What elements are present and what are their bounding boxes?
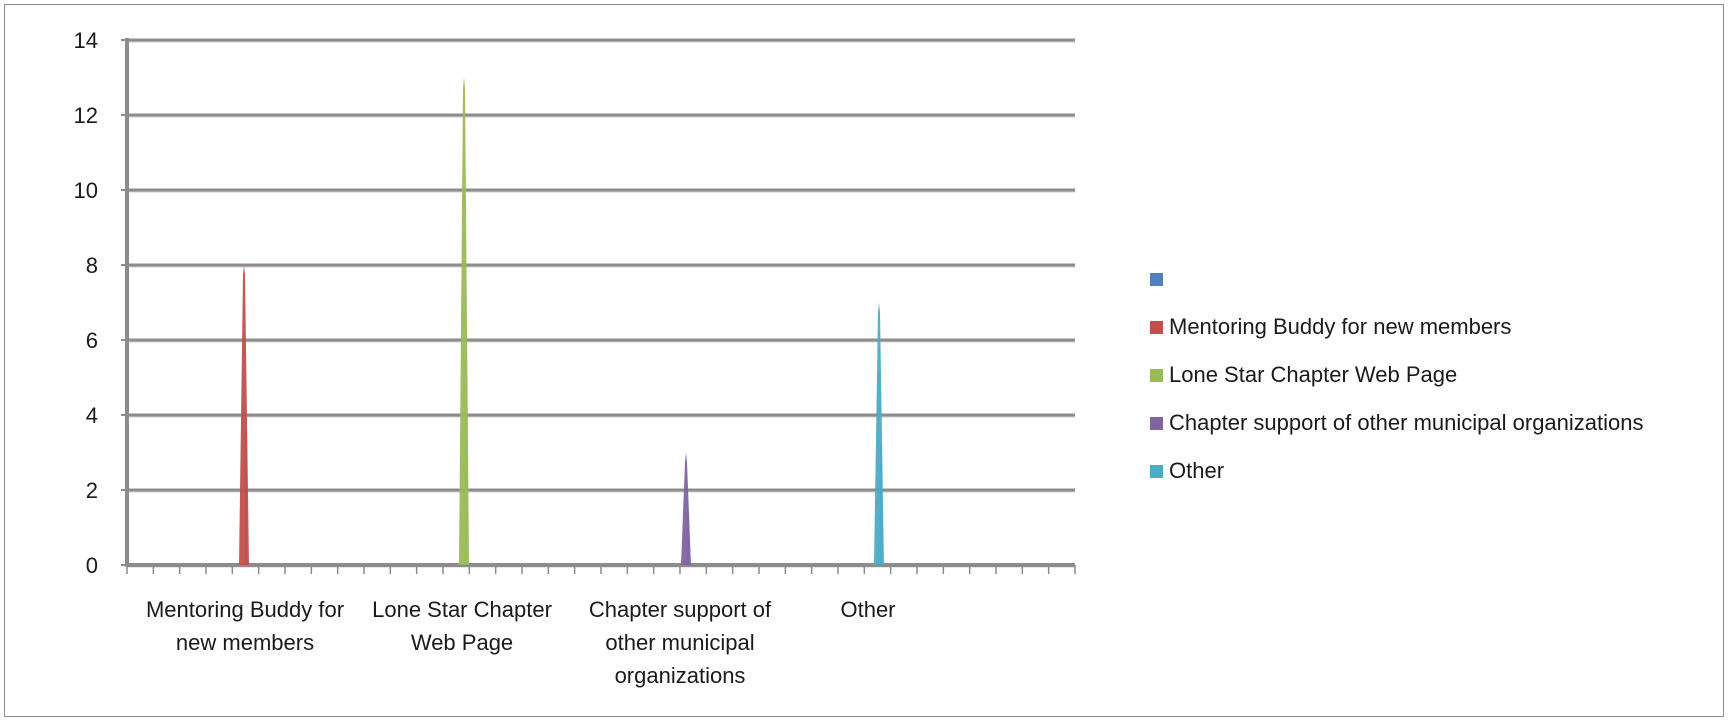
- y-tick-label: 4: [86, 403, 98, 428]
- x-tick-label: Chapter support of other municipal organ…: [588, 597, 772, 688]
- y-tick-label: 10: [74, 178, 98, 203]
- legend-swatch: [1150, 320, 1163, 334]
- y-tick-label: 8: [86, 253, 98, 278]
- legend-label: Mentoring Buddy for new members: [1169, 314, 1512, 339]
- area-spike: [459, 77, 469, 565]
- legend-item: Chapter support of other municipal organ…: [1150, 399, 1710, 447]
- legend-swatch: [1150, 272, 1163, 286]
- legend-item: Other: [1150, 447, 1710, 495]
- x-tick-label: Lone Star Chapter Web Page: [372, 597, 552, 655]
- x-tick-label: Mentoring Buddy for new members: [145, 597, 345, 655]
- legend-item: [1150, 255, 1710, 303]
- chart-frame: [4, 4, 1724, 717]
- chart-legend: Mentoring Buddy for new members Lone Sta…: [1150, 255, 1710, 495]
- legend-label: Chapter support of other municipal organ…: [1169, 410, 1644, 435]
- legend-item: Lone Star Chapter Web Page: [1150, 351, 1710, 399]
- legend-swatch: [1150, 416, 1163, 430]
- y-tick-label: 0: [86, 553, 98, 578]
- y-tick-label: 6: [86, 328, 98, 353]
- area-spike: [681, 452, 691, 565]
- x-tick-label: Other: [840, 597, 896, 622]
- y-tick-label: 14: [74, 28, 98, 53]
- legend-swatch: [1150, 464, 1163, 478]
- legend-label: Lone Star Chapter Web Page: [1169, 362, 1458, 387]
- legend-label: Other: [1169, 458, 1225, 483]
- y-tick-label: 12: [74, 103, 98, 128]
- legend-swatch: [1150, 368, 1163, 382]
- y-tick-label: 2: [86, 478, 98, 503]
- legend-item: Mentoring Buddy for new members: [1150, 303, 1710, 351]
